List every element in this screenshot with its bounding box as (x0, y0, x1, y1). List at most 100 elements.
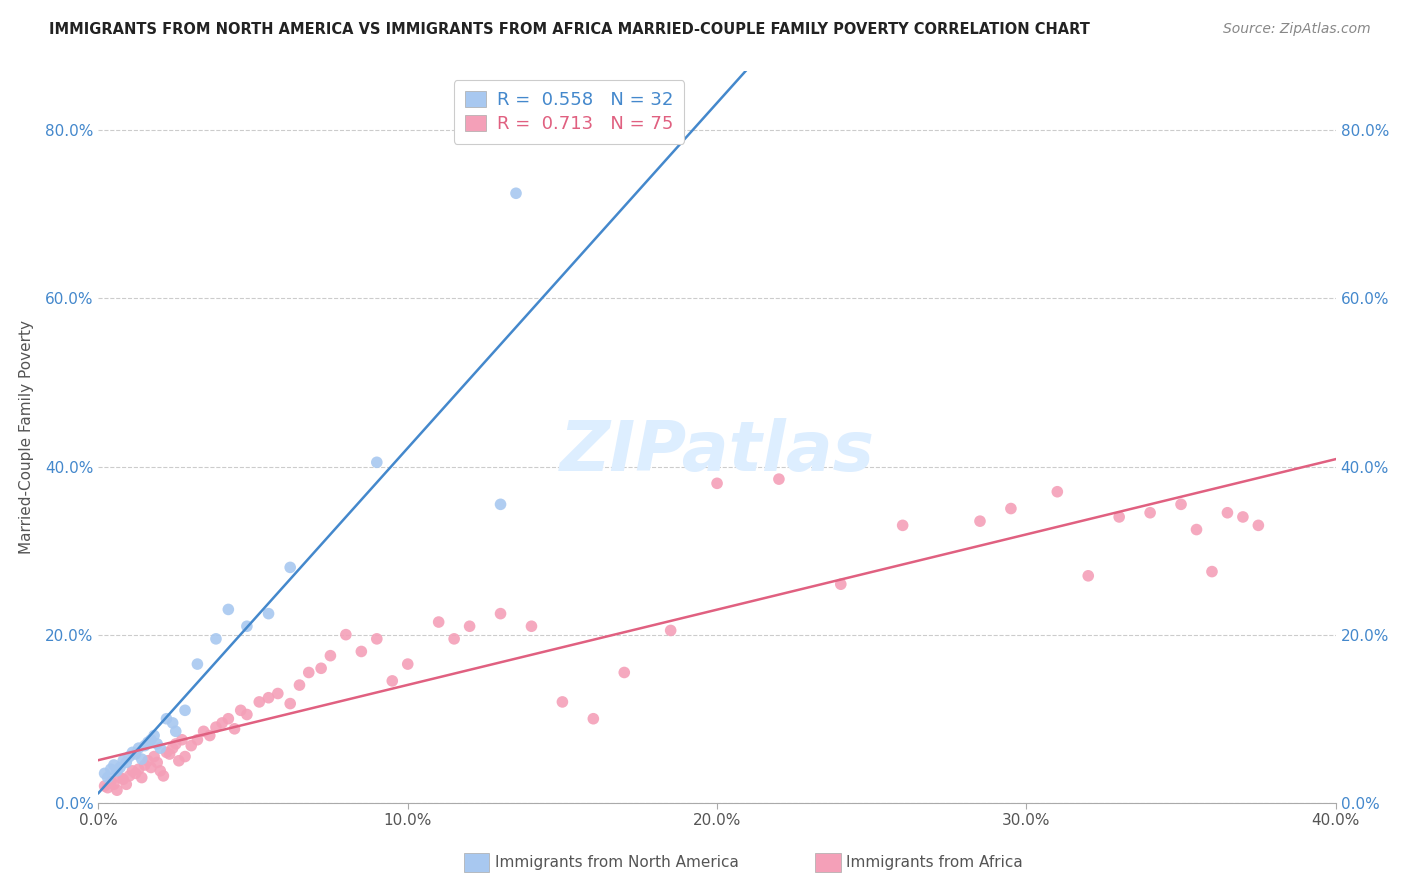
Point (217, 712, 239, 726)
Point (115, 777, 138, 791)
Point (159, 747, 181, 761)
Point (224, 722, 246, 736)
Point (236, 619, 259, 633)
Point (162, 741, 184, 756)
Point (381, 673, 404, 688)
Point (143, 749, 166, 764)
Point (396, 657, 419, 671)
Point (93, 779, 115, 793)
Point (124, 766, 146, 780)
Point (830, 577, 852, 591)
Point (165, 724, 187, 739)
Point (309, 661, 332, 675)
Point (768, 472, 790, 486)
Point (489, 607, 512, 621)
Point (112, 772, 135, 787)
Point (1185, 523, 1208, 537)
Point (174, 703, 197, 717)
Point (520, 619, 543, 633)
Point (121, 745, 143, 759)
Point (108, 760, 131, 774)
Point (165, 737, 187, 751)
Point (105, 764, 128, 778)
Point (458, 619, 481, 633)
Point (205, 632, 228, 646)
Y-axis label: Married-Couple Family Poverty: Married-Couple Family Poverty (18, 320, 34, 554)
Text: Source: ZipAtlas.com: Source: ZipAtlas.com (1223, 22, 1371, 37)
Text: Immigrants from Africa: Immigrants from Africa (846, 855, 1024, 870)
Point (443, 632, 465, 646)
Point (489, 497, 512, 511)
Point (93, 766, 115, 780)
Point (278, 560, 301, 574)
Point (288, 678, 311, 692)
Point (100, 762, 122, 776)
Point (139, 732, 162, 747)
Point (229, 703, 252, 717)
Point (247, 695, 270, 709)
Point (97, 771, 120, 785)
Point (217, 602, 239, 616)
Point (136, 735, 159, 749)
Point (115, 756, 138, 770)
Text: IMMIGRANTS FROM NORTH AMERICA VS IMMIGRANTS FROM AFRICA MARRIED-COUPLE FAMILY PO: IMMIGRANTS FROM NORTH AMERICA VS IMMIGRA… (49, 22, 1090, 37)
Point (257, 607, 280, 621)
Point (155, 712, 177, 726)
Point (366, 632, 388, 646)
Point (134, 739, 156, 753)
Point (1108, 510, 1130, 524)
Point (551, 695, 574, 709)
Point (1170, 497, 1192, 511)
Point (97, 780, 120, 795)
Point (131, 752, 153, 766)
Point (613, 665, 636, 680)
Point (1046, 484, 1069, 499)
Text: Immigrants from North America: Immigrants from North America (495, 855, 738, 870)
Point (1247, 518, 1270, 533)
Point (1000, 501, 1022, 516)
Legend: R =  0.558   N = 32, R =  0.713   N = 75: R = 0.558 N = 32, R = 0.713 N = 75 (454, 80, 685, 144)
Point (100, 774, 122, 789)
Point (969, 514, 991, 528)
Point (128, 741, 150, 756)
Point (427, 615, 450, 629)
Point (146, 756, 169, 770)
Point (659, 624, 682, 638)
Point (1216, 506, 1239, 520)
Point (134, 758, 156, 772)
Point (186, 657, 208, 671)
Point (198, 729, 221, 743)
Point (143, 729, 166, 743)
Point (108, 771, 131, 785)
Point (162, 715, 184, 730)
Point (131, 771, 153, 785)
Point (170, 732, 193, 747)
Point (211, 715, 233, 730)
Point (1201, 565, 1223, 579)
Point (319, 648, 342, 663)
Point (180, 739, 202, 753)
Point (186, 732, 208, 747)
Point (128, 762, 150, 776)
Point (350, 644, 373, 658)
Point (149, 764, 172, 778)
Point (582, 712, 605, 726)
Point (267, 686, 290, 700)
Point (139, 760, 162, 774)
Point (136, 754, 159, 768)
Text: ZIPatlas: ZIPatlas (560, 418, 875, 485)
Point (149, 741, 172, 756)
Point (335, 627, 357, 641)
Point (298, 665, 321, 680)
Point (155, 745, 177, 759)
Point (205, 720, 228, 734)
Point (236, 707, 259, 722)
Point (891, 518, 914, 533)
Point (146, 737, 169, 751)
Point (706, 476, 728, 491)
Point (121, 764, 143, 778)
Point (167, 754, 190, 768)
Point (193, 724, 215, 739)
Point (124, 747, 146, 761)
Point (118, 769, 141, 783)
